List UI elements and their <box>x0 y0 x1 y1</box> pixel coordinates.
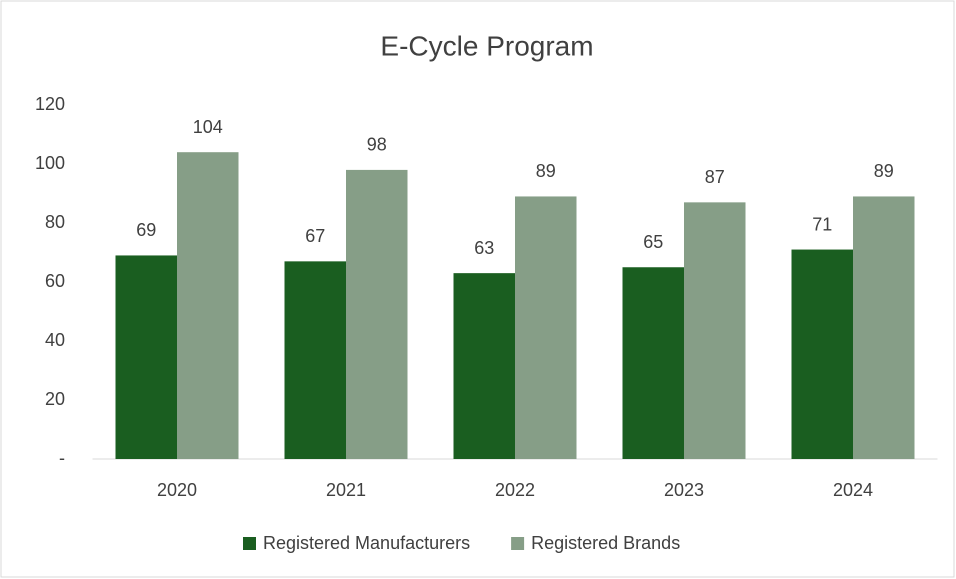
data-label: 67 <box>305 226 325 246</box>
y-tick-label: 100 <box>35 153 65 173</box>
x-tick-label: 2021 <box>326 480 366 500</box>
legend-swatch <box>511 537 525 550</box>
data-label: 87 <box>705 167 725 187</box>
y-tick-label: - <box>59 448 65 468</box>
bar <box>791 249 853 459</box>
bar <box>177 152 239 459</box>
y-tick-label: 80 <box>45 212 65 232</box>
legend-swatch <box>243 537 256 550</box>
bar <box>453 273 515 459</box>
y-tick-label: 120 <box>35 94 65 114</box>
x-tick-label: 2022 <box>495 480 535 500</box>
bar <box>515 196 577 459</box>
data-label: 98 <box>367 135 387 155</box>
chart-title: E-Cycle Program <box>380 30 593 61</box>
legend-label: Registered Brands <box>531 533 680 553</box>
x-tick-label: 2023 <box>664 480 704 500</box>
bar <box>853 196 915 459</box>
bar <box>622 267 684 459</box>
data-label: 104 <box>193 117 223 137</box>
bar <box>115 255 177 459</box>
data-label: 89 <box>874 161 894 181</box>
data-label: 65 <box>643 232 663 252</box>
y-tick-label: 60 <box>45 271 65 291</box>
legend-label: Registered Manufacturers <box>263 533 470 553</box>
y-tick-label: 20 <box>45 389 65 409</box>
data-label: 71 <box>812 214 832 234</box>
y-tick-label: 40 <box>45 330 65 350</box>
bar <box>684 202 746 459</box>
x-tick-label: 2024 <box>833 480 873 500</box>
x-tick-label: 2020 <box>157 480 197 500</box>
data-label: 63 <box>474 238 494 258</box>
bar <box>346 169 408 459</box>
data-label: 69 <box>136 220 156 240</box>
data-label: 89 <box>536 161 556 181</box>
bar <box>284 261 346 459</box>
